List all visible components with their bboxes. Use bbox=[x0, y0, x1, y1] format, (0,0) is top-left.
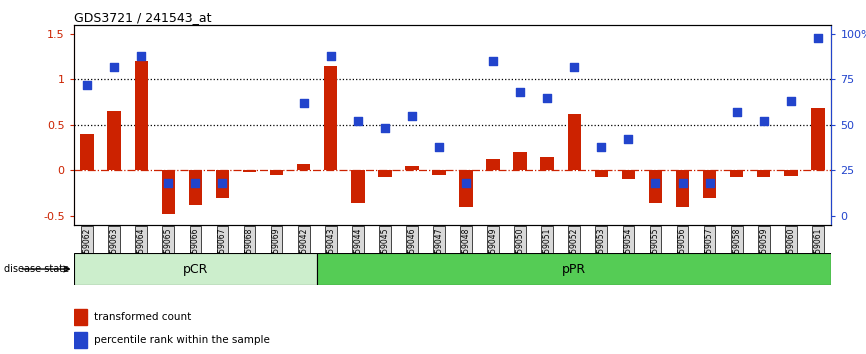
Bar bbox=[703, 170, 716, 198]
Text: pPR: pPR bbox=[562, 263, 586, 275]
Point bbox=[216, 180, 229, 186]
Bar bbox=[567, 114, 581, 170]
Point bbox=[161, 180, 175, 186]
Point bbox=[324, 53, 338, 58]
Bar bbox=[675, 170, 689, 207]
Bar bbox=[74, 309, 87, 325]
Point bbox=[675, 180, 689, 186]
Bar bbox=[189, 170, 202, 205]
Bar bbox=[487, 159, 500, 170]
Bar bbox=[242, 170, 256, 172]
Text: transformed count: transformed count bbox=[94, 312, 191, 322]
Bar bbox=[649, 170, 662, 203]
Text: GDS3721 / 241543_at: GDS3721 / 241543_at bbox=[74, 11, 211, 24]
Point bbox=[594, 144, 608, 149]
Bar bbox=[107, 111, 121, 170]
Bar bbox=[459, 170, 473, 207]
Point bbox=[702, 180, 716, 186]
Bar bbox=[297, 164, 310, 170]
Text: pCR: pCR bbox=[183, 263, 208, 275]
Bar bbox=[317, 253, 831, 285]
Bar bbox=[74, 332, 87, 348]
Point bbox=[757, 118, 771, 124]
Point bbox=[730, 109, 744, 115]
Point bbox=[81, 82, 94, 88]
Bar bbox=[432, 170, 446, 175]
Point bbox=[784, 98, 798, 104]
Bar bbox=[81, 134, 94, 170]
Bar bbox=[730, 170, 743, 177]
Bar bbox=[270, 170, 283, 175]
Text: percentile rank within the sample: percentile rank within the sample bbox=[94, 335, 270, 345]
Point bbox=[459, 180, 473, 186]
Bar bbox=[216, 170, 229, 198]
Bar bbox=[351, 170, 365, 203]
Point bbox=[378, 126, 391, 131]
Bar bbox=[757, 170, 771, 177]
Text: disease state: disease state bbox=[4, 264, 69, 274]
Bar bbox=[514, 152, 527, 170]
Point bbox=[134, 53, 148, 58]
Bar bbox=[405, 166, 418, 170]
Point bbox=[432, 144, 446, 149]
Bar bbox=[784, 170, 798, 176]
Point bbox=[189, 180, 203, 186]
Bar bbox=[622, 170, 635, 179]
Point bbox=[649, 180, 662, 186]
Bar bbox=[540, 156, 554, 170]
Bar bbox=[378, 170, 391, 177]
Bar bbox=[324, 66, 338, 170]
Point bbox=[405, 113, 419, 119]
Point bbox=[567, 64, 581, 69]
Point bbox=[351, 118, 365, 124]
Bar bbox=[595, 170, 608, 177]
Point bbox=[486, 58, 500, 64]
Bar bbox=[134, 61, 148, 170]
Point bbox=[811, 35, 824, 40]
Point bbox=[297, 100, 311, 106]
Point bbox=[514, 89, 527, 95]
Point bbox=[622, 137, 636, 142]
Bar bbox=[811, 108, 824, 170]
Bar bbox=[162, 170, 175, 214]
Point bbox=[540, 95, 554, 100]
Point bbox=[107, 64, 121, 69]
Bar bbox=[74, 253, 317, 285]
